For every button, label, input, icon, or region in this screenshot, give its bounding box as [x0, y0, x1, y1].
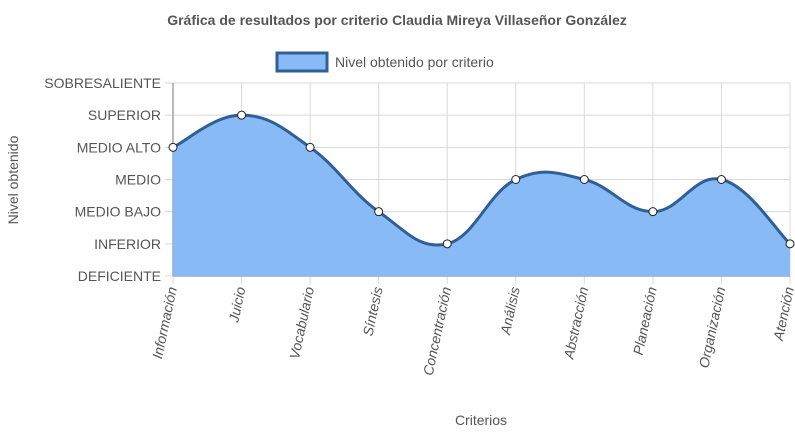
x-tick-label: Vocabulario — [286, 285, 317, 360]
x-tick-label: Atención — [770, 285, 795, 343]
data-point[interactable] — [168, 142, 178, 152]
y-tick-label: INFERIOR — [94, 236, 161, 252]
area-layer — [172, 113, 792, 277]
data-point[interactable] — [511, 175, 521, 184]
x-tick-label: Síntesis — [360, 285, 386, 337]
data-point[interactable] — [716, 175, 726, 184]
x-tick-label: Concentración — [420, 285, 454, 377]
data-point[interactable] — [305, 142, 315, 152]
data-point[interactable] — [648, 207, 658, 217]
chart-title: Gráfica de resultados por criterio Claud… — [167, 12, 627, 28]
y-tick-label: DEFICIENTE — [78, 268, 161, 284]
y-tick-label: SOBRESALIENTE — [44, 75, 161, 91]
series-line — [172, 113, 792, 247]
x-tick-label: Análisis — [497, 285, 523, 337]
data-point[interactable] — [442, 239, 452, 249]
x-tick-label: Juicio — [225, 285, 248, 325]
x-tick-label: Abstracción — [560, 285, 591, 361]
y-tick-label: MEDIO — [115, 172, 161, 188]
legend-swatch — [275, 51, 329, 73]
legend-label: Nivel obtenido por criterio — [335, 54, 494, 70]
x-tick-label: Organización — [696, 285, 729, 369]
data-point[interactable] — [785, 239, 795, 249]
y-tick-label: MEDIO BAJO — [75, 204, 161, 220]
legend: Nivel obtenido por criterio — [275, 51, 494, 73]
x-axis-ticks: Información Juicio Vocabulario Síntesis Conc… — [149, 285, 795, 377]
x-tick-label: Información — [149, 285, 180, 360]
y-axis-label: Nivel obtenido — [5, 135, 21, 224]
data-points — [168, 110, 795, 249]
data-point[interactable] — [579, 175, 589, 184]
x-tick-label: Planeación — [630, 285, 660, 356]
data-point[interactable] — [374, 207, 384, 217]
data-point[interactable] — [237, 110, 247, 120]
y-tick-label: SUPERIOR — [88, 107, 161, 123]
x-axis-label: Criterios — [455, 412, 507, 428]
series-area — [173, 115, 790, 277]
y-axis-ticks: DEFICIENTE INFERIOR MEDIO BAJO MEDIO MEDIO A… — [44, 75, 161, 284]
y-tick-label: MEDIO ALTO — [77, 139, 161, 155]
